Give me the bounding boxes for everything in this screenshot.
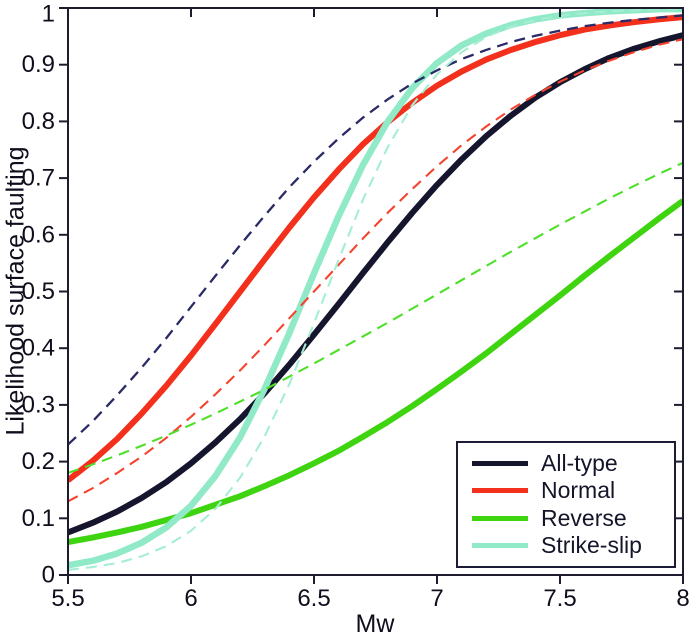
y-tick-label: 1 (42, 1, 55, 28)
legend-line-swatch (472, 488, 528, 494)
x-tick-label: 6.5 (297, 585, 330, 612)
legend-label: All-type (541, 450, 618, 477)
legend-item-all-type: All-type (472, 452, 670, 475)
y-tick-label: 0.4 (22, 335, 55, 362)
legend-line-swatch (472, 461, 528, 467)
x-axis-label: Mw (355, 610, 395, 638)
curve-normal-dashed (68, 38, 683, 503)
x-tick-label: 5.5 (51, 585, 84, 612)
tick-labels-group: 5.5 6 6.5 7 7.5 8 0 0.1 0.2 0.3 0.4 0.5 0.6 0.7 0.8 0.9… (22, 1, 690, 612)
x-tick-label: 7.5 (543, 585, 576, 612)
legend-item-reverse: Reverse (472, 504, 670, 531)
legend-line-swatch (472, 515, 528, 521)
curve-reverse-dashed (68, 161, 683, 474)
legend-label: Reverse (541, 504, 627, 531)
legend-label: Normal (541, 477, 616, 504)
curve-all-type-dashed (68, 14, 683, 446)
y-tick-label: 0.3 (22, 391, 55, 418)
y-tick-label: 0.1 (22, 505, 55, 532)
y-tick-label: 0.7 (22, 165, 55, 192)
legend-line-swatch (472, 542, 528, 548)
y-axis-label: Likelihood surface faulting (1, 146, 30, 436)
y-tick-label: 0.5 (22, 278, 55, 305)
x-tick-label: 7 (430, 585, 443, 612)
x-tick-label: 6 (184, 585, 197, 612)
legend-item-strike-slip: Strike-slip (472, 531, 670, 558)
curve-normal (68, 14, 683, 483)
y-tick-label: 0.9 (22, 51, 55, 78)
y-tick-label: 0.6 (22, 221, 55, 248)
curves-group (68, 8, 683, 571)
y-tick-label: 0.2 (22, 448, 55, 475)
legend-label: Strike-slip (541, 531, 642, 558)
legend-item-normal: Normal (472, 479, 670, 502)
curve-strike-slip-dashed (68, 8, 683, 571)
x-tick-label: 8 (676, 585, 689, 612)
legend: All-type Normal Reverse Strike-slip (456, 441, 676, 568)
curve-reverse (68, 198, 683, 546)
y-tick-label: 0 (42, 562, 55, 589)
y-tick-label: 0.8 (22, 108, 55, 135)
